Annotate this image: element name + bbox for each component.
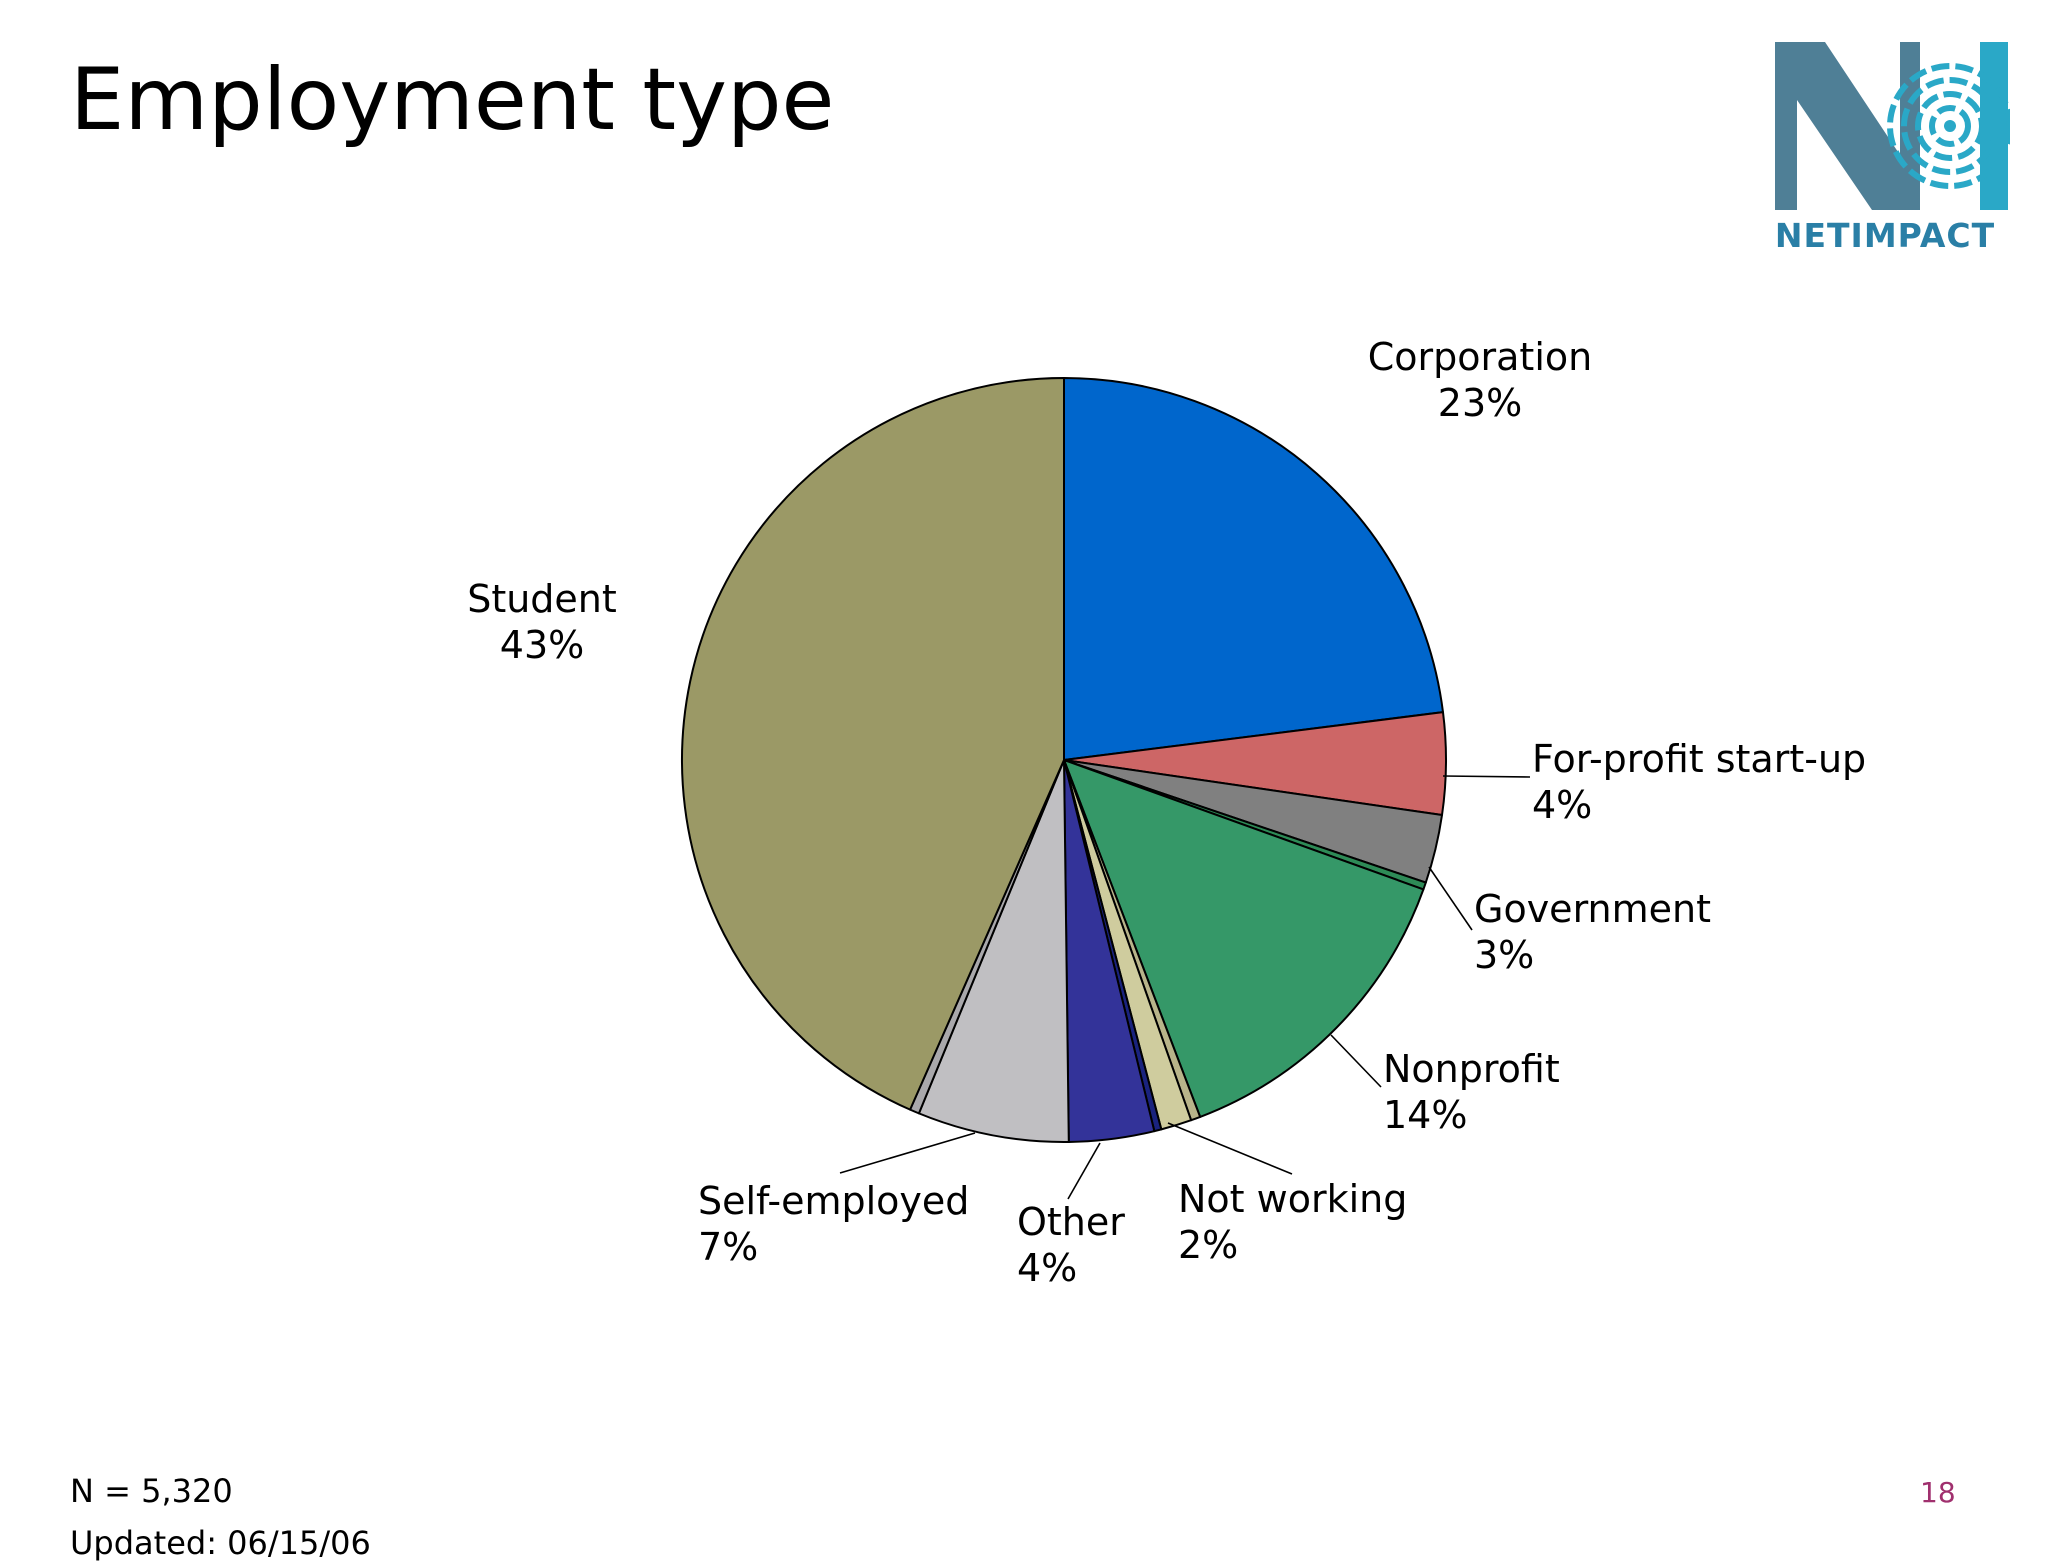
pie-slice-self-employed <box>917 759 1070 1143</box>
slide-title: Employment type <box>70 50 835 150</box>
slice-percent: 3% <box>1474 933 1534 977</box>
slice-label-government: Government 3% <box>1474 887 1711 977</box>
slice-name: Other <box>1017 1200 1125 1244</box>
pie-slice-corporation <box>1063 377 1444 761</box>
slice-label-corporation: Corporation 23% <box>1368 335 1592 425</box>
slice-percent: 4% <box>1532 783 1592 827</box>
slice-percent: 7% <box>698 1225 758 1269</box>
logo-wordmark: NETIMPACT <box>1774 216 1996 255</box>
slice-percent: 14% <box>1383 1093 1467 1137</box>
slice-label-student: Student 43% <box>467 577 617 667</box>
leader-line-self-employed <box>839 1132 976 1174</box>
slice-label-nonprofit: Nonprofit 14% <box>1383 1047 1560 1137</box>
slice-percent: 23% <box>1438 381 1522 425</box>
slice-name: Self-employed <box>698 1179 969 1223</box>
leader-line-not-working <box>1167 1122 1293 1175</box>
slice-name: Corporation <box>1368 335 1592 379</box>
slice-label-not-working: Not working 2% <box>1178 1177 1407 1267</box>
leader-line-other <box>1067 1142 1101 1200</box>
slice-label-other: Other 4% <box>1017 1200 1125 1290</box>
sample-size: N = 5,320 <box>70 1472 233 1510</box>
slice-name: Not working <box>1178 1177 1407 1221</box>
slice-percent: 4% <box>1017 1246 1077 1290</box>
slice-percent: 43% <box>500 623 584 667</box>
page-number: 18 <box>1920 1476 1956 1509</box>
net-impact-logo <box>1775 42 2010 210</box>
pie-slice-student <box>681 377 1065 1111</box>
leader-line-nonprofit <box>1330 1034 1382 1088</box>
leader-line-for-profit-start-up <box>1442 775 1531 778</box>
slice-name: Nonprofit <box>1383 1047 1560 1091</box>
pie-slice-nonprofit <box>1063 759 1425 1118</box>
slice-label-self-employed: Self-employed 7% <box>698 1179 969 1269</box>
leader-line-government <box>1428 866 1473 931</box>
slice-label-for-profit-start-up: For-profit start-up 4% <box>1532 737 1866 827</box>
slice-name: Student <box>467 577 617 621</box>
slice-percent: 2% <box>1178 1223 1238 1267</box>
slice-name: For-profit start-up <box>1532 737 1866 781</box>
slice-name: Government <box>1474 887 1711 931</box>
updated-date: Updated: 06/15/06 <box>70 1524 371 1562</box>
